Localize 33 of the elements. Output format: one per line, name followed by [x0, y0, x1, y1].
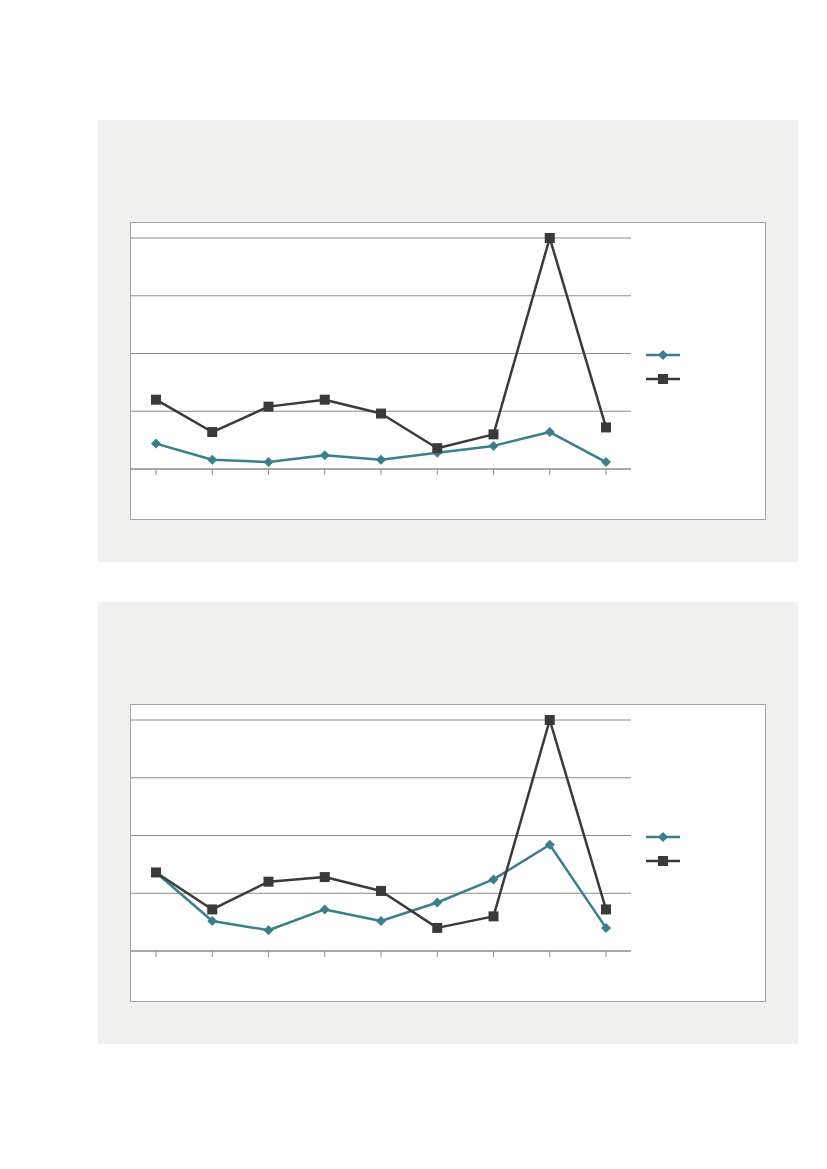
point: [432, 922, 443, 933]
point: [319, 872, 330, 883]
point: [263, 876, 274, 887]
point: [207, 427, 218, 438]
point: [544, 233, 555, 243]
point: [207, 915, 218, 926]
point: [376, 454, 386, 465]
point: [601, 457, 611, 468]
point: [151, 394, 161, 405]
point: [488, 911, 499, 922]
point: [207, 454, 218, 465]
point: [544, 427, 555, 438]
point: [376, 915, 386, 926]
point: [601, 922, 611, 933]
point: [488, 874, 499, 885]
point: [432, 897, 443, 908]
point: [601, 904, 611, 915]
point: [376, 885, 386, 896]
point: [544, 839, 555, 850]
point: [263, 925, 274, 936]
point: [601, 422, 611, 433]
point: [207, 904, 218, 915]
point: [376, 408, 386, 419]
point: [263, 457, 274, 468]
point: [432, 443, 443, 454]
point: [151, 438, 161, 449]
point: [319, 450, 330, 461]
point: [319, 904, 330, 915]
point: [319, 394, 330, 405]
point: [488, 440, 499, 451]
point: [488, 429, 499, 440]
point: [263, 401, 274, 412]
point: [544, 715, 555, 725]
